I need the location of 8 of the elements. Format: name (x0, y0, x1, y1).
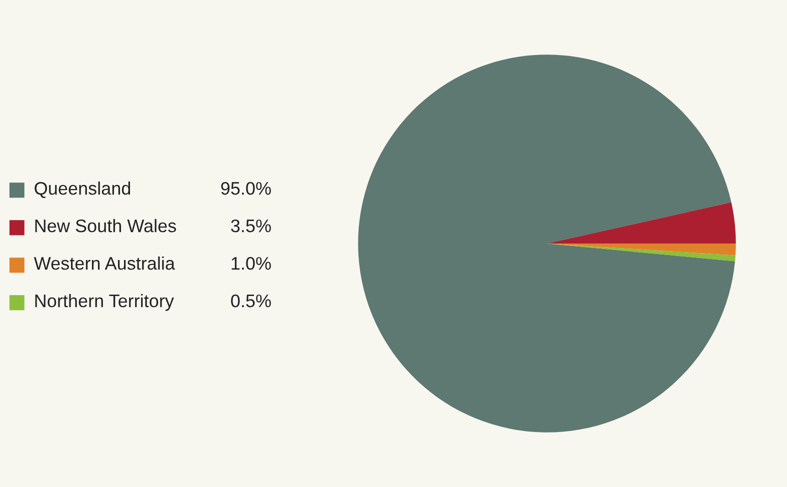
legend-label: Western Australia (34, 256, 176, 270)
legend-label: Queensland (34, 182, 130, 198)
data-label: 95.0% (221, 182, 271, 195)
legend-label: New South Wales (35, 219, 176, 232)
data-label: 3.5% (231, 219, 271, 232)
data-label: 1.0% (232, 256, 271, 270)
legend-label: Northern Territory (35, 294, 174, 311)
data-label: 0.5% (231, 294, 271, 308)
